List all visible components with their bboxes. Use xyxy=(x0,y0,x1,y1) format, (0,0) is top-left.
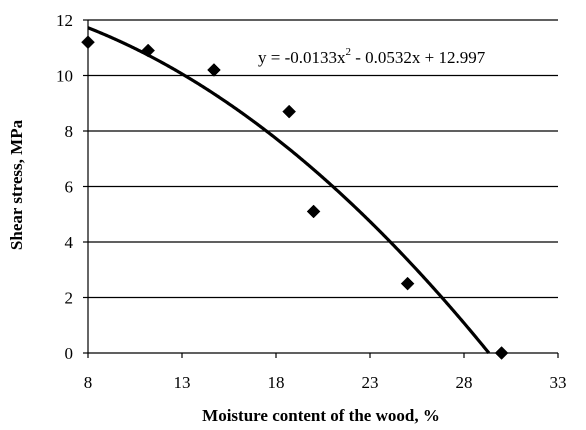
y-tick-label-2: 2 xyxy=(65,289,74,308)
data-point xyxy=(306,204,321,219)
data-points xyxy=(81,35,509,360)
data-point xyxy=(282,104,297,119)
trendline-equation: y = -0.0133x2 - 0.0532x + 12.997 xyxy=(258,46,486,67)
data-point xyxy=(141,43,156,58)
y-tick-label-0: 0 xyxy=(65,344,74,363)
x-tick-label-13: 13 xyxy=(174,373,191,392)
data-point xyxy=(494,346,509,360)
x-tick-label-28: 28 xyxy=(456,373,473,392)
y-tick-label-10: 10 xyxy=(56,67,73,86)
x-tick-labels: 8 13 18 23 28 33 xyxy=(84,373,567,392)
data-point xyxy=(81,35,95,50)
x-tick-label-18: 18 xyxy=(268,373,285,392)
y-tick-label-6: 6 xyxy=(65,178,74,197)
x-tick-label-33: 33 xyxy=(550,373,567,392)
x-tick-label-8: 8 xyxy=(84,373,93,392)
data-point xyxy=(400,276,415,291)
trendline xyxy=(87,26,491,355)
gridlines xyxy=(88,19,558,299)
y-tick-labels: 0 2 4 6 8 10 12 xyxy=(56,11,74,363)
y-tick-label-4: 4 xyxy=(65,233,74,252)
y-tick-label-8: 8 xyxy=(65,122,74,141)
data-point xyxy=(207,63,221,77)
x-axis-title: Moisture content of the wood, % xyxy=(202,406,440,425)
trendline-curve xyxy=(87,26,491,355)
axes xyxy=(83,19,559,358)
y-axis-title: Shear stress, MPa xyxy=(7,119,26,250)
y-tick-label-12: 12 xyxy=(56,11,73,30)
x-tick-label-23: 23 xyxy=(362,373,379,392)
